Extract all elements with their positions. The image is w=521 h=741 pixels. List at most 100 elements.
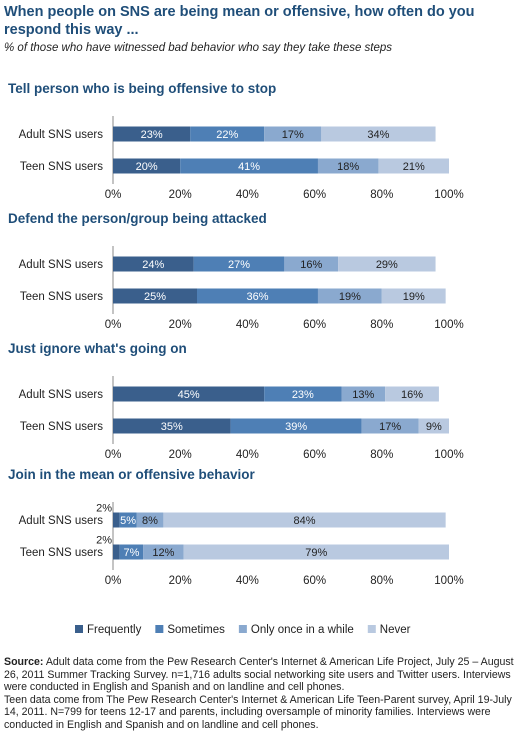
legend-label: Frequently: [87, 624, 142, 636]
data-label: 17%: [379, 421, 401, 433]
source-text-teen: Teen data come from The Pew Research Cen…: [4, 693, 512, 731]
bar-segment: [180, 158, 318, 174]
data-label: 29%: [376, 259, 398, 271]
bar-segment: [113, 512, 120, 528]
data-label: 34%: [367, 129, 389, 141]
bar-segment: [385, 386, 439, 402]
bar-segment: [119, 512, 137, 528]
data-label: 20%: [136, 161, 158, 173]
x-tick-label: 40%: [236, 189, 259, 201]
x-tick-label: 100%: [434, 575, 463, 587]
category-label: Teen SNS users: [20, 421, 103, 433]
source-note: Source: Adult data come from the Pew Res…: [4, 656, 516, 732]
x-tick-label: 20%: [169, 449, 192, 461]
bar-segment: [193, 256, 285, 272]
data-label: 39%: [285, 421, 307, 433]
x-tick-label: 60%: [303, 575, 326, 587]
panel-title: Join in the mean or offensive behavior: [8, 467, 256, 482]
data-label: 23%: [292, 389, 314, 401]
bar-segment: [197, 288, 318, 304]
category-label: Adult SNS users: [19, 259, 104, 271]
data-label: 13%: [352, 389, 374, 401]
bar-segment: [113, 386, 265, 402]
data-label: 5%: [120, 515, 136, 527]
x-tick-label: 20%: [169, 189, 192, 201]
x-tick-label: 80%: [370, 449, 393, 461]
legend-swatch: [367, 625, 376, 633]
chart-subtitle: % of those who have witnessed bad behavi…: [4, 42, 393, 54]
legend-swatch: [155, 625, 164, 633]
stacked-bar-charts: Tell person who is being offensive to st…: [8, 81, 464, 636]
bar-segment: [317, 288, 382, 304]
bar-segment: [381, 288, 446, 304]
x-tick-label: 20%: [169, 319, 192, 331]
x-tick-label: 40%: [236, 449, 259, 461]
category-label: Teen SNS users: [20, 547, 103, 559]
bar-segment: [264, 386, 342, 402]
bar-segment: [190, 126, 265, 142]
x-tick-label: 20%: [169, 575, 192, 587]
data-label: 25%: [144, 291, 166, 303]
data-label: 36%: [246, 291, 268, 303]
bar-segment: [183, 544, 449, 560]
data-label: 19%: [339, 291, 361, 303]
bar-segment: [317, 158, 379, 174]
bar-segment: [113, 126, 191, 142]
x-tick-label: 60%: [303, 189, 326, 201]
x-tick-label: 60%: [303, 449, 326, 461]
data-label: 27%: [228, 259, 250, 271]
data-label: 24%: [142, 259, 164, 271]
data-label: 16%: [401, 389, 423, 401]
bar-segment: [136, 512, 164, 528]
data-label: 17%: [282, 129, 304, 141]
data-label: 45%: [178, 389, 200, 401]
x-tick-label: 80%: [370, 189, 393, 201]
source-text-adult: Adult data come from the Pew Research Ce…: [4, 656, 514, 694]
bar-segment: [264, 126, 322, 142]
data-label: 19%: [403, 291, 425, 303]
panel-title: Just ignore what's going on: [8, 341, 187, 356]
bar-segment: [113, 418, 231, 434]
x-tick-label: 40%: [236, 575, 259, 587]
panel-title: Defend the person/group being attacked: [8, 211, 267, 226]
data-label: 7%: [124, 547, 140, 559]
bar-segment: [163, 512, 446, 528]
x-tick-label: 40%: [236, 319, 259, 331]
bar-segment: [113, 158, 181, 174]
data-label: 18%: [337, 161, 359, 173]
bar-segment: [143, 544, 184, 560]
legend-label: Sometimes: [167, 624, 225, 636]
panel-title: Tell person who is being offensive to st…: [8, 81, 276, 96]
legend-swatch: [75, 625, 83, 633]
legend-label: Never: [380, 624, 411, 636]
x-tick-label: 80%: [370, 575, 393, 587]
bar-segment: [321, 126, 436, 142]
chart-title: When people on SNS are being mean or off…: [4, 4, 475, 38]
bar-segment: [230, 418, 362, 434]
x-tick-label: 80%: [370, 319, 393, 331]
data-label: 21%: [403, 161, 425, 173]
bar-segment: [113, 288, 197, 304]
data-label: 2%: [96, 535, 112, 547]
data-label: 22%: [216, 129, 238, 141]
bar-segment: [113, 544, 120, 560]
bar-segment: [338, 256, 436, 272]
bar-segment: [361, 418, 419, 434]
x-tick-label: 0%: [105, 319, 122, 331]
legend-label: Only once in a while: [251, 624, 354, 636]
x-tick-label: 0%: [105, 449, 122, 461]
category-label: Teen SNS users: [20, 161, 103, 173]
x-tick-label: 0%: [105, 189, 122, 201]
x-tick-label: 100%: [434, 319, 463, 331]
data-label: 2%: [96, 503, 112, 515]
x-tick-label: 60%: [303, 319, 326, 331]
data-label: 79%: [305, 547, 327, 559]
x-tick-label: 100%: [434, 449, 463, 461]
category-label: Adult SNS users: [19, 515, 104, 527]
category-label: Adult SNS users: [19, 129, 104, 141]
legend-swatch: [238, 625, 247, 633]
category-label: Adult SNS users: [19, 389, 104, 401]
data-label: 8%: [142, 515, 158, 527]
data-label: 41%: [238, 161, 260, 173]
bar-segment: [378, 158, 449, 174]
